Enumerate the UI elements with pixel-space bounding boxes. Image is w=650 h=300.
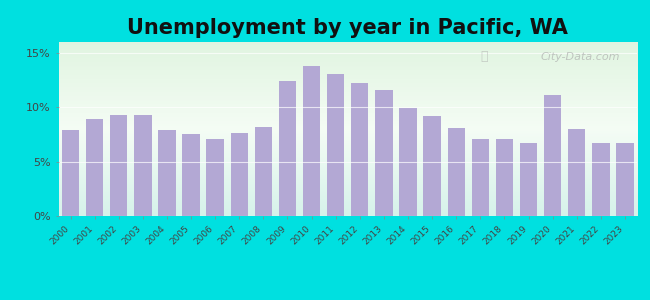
Text: ⓘ: ⓘ: [481, 50, 488, 63]
Text: City-Data.com: City-Data.com: [540, 52, 619, 62]
Bar: [423, 116, 441, 216]
Bar: [86, 119, 103, 216]
Bar: [592, 143, 610, 216]
Bar: [207, 139, 224, 216]
Bar: [472, 139, 489, 216]
Bar: [375, 90, 393, 216]
Bar: [183, 134, 200, 216]
Bar: [616, 143, 634, 216]
Bar: [448, 128, 465, 216]
Bar: [303, 66, 320, 216]
Title: Unemployment by year in Pacific, WA: Unemployment by year in Pacific, WA: [127, 18, 568, 38]
Bar: [231, 133, 248, 216]
Bar: [327, 74, 344, 216]
Bar: [399, 108, 417, 216]
Bar: [496, 139, 513, 216]
Bar: [255, 127, 272, 216]
Bar: [62, 130, 79, 216]
Bar: [568, 129, 586, 216]
Bar: [351, 83, 369, 216]
Bar: [110, 115, 127, 216]
Bar: [279, 81, 296, 216]
Bar: [134, 115, 151, 216]
Bar: [520, 143, 537, 216]
Bar: [159, 130, 176, 216]
Bar: [544, 95, 562, 216]
